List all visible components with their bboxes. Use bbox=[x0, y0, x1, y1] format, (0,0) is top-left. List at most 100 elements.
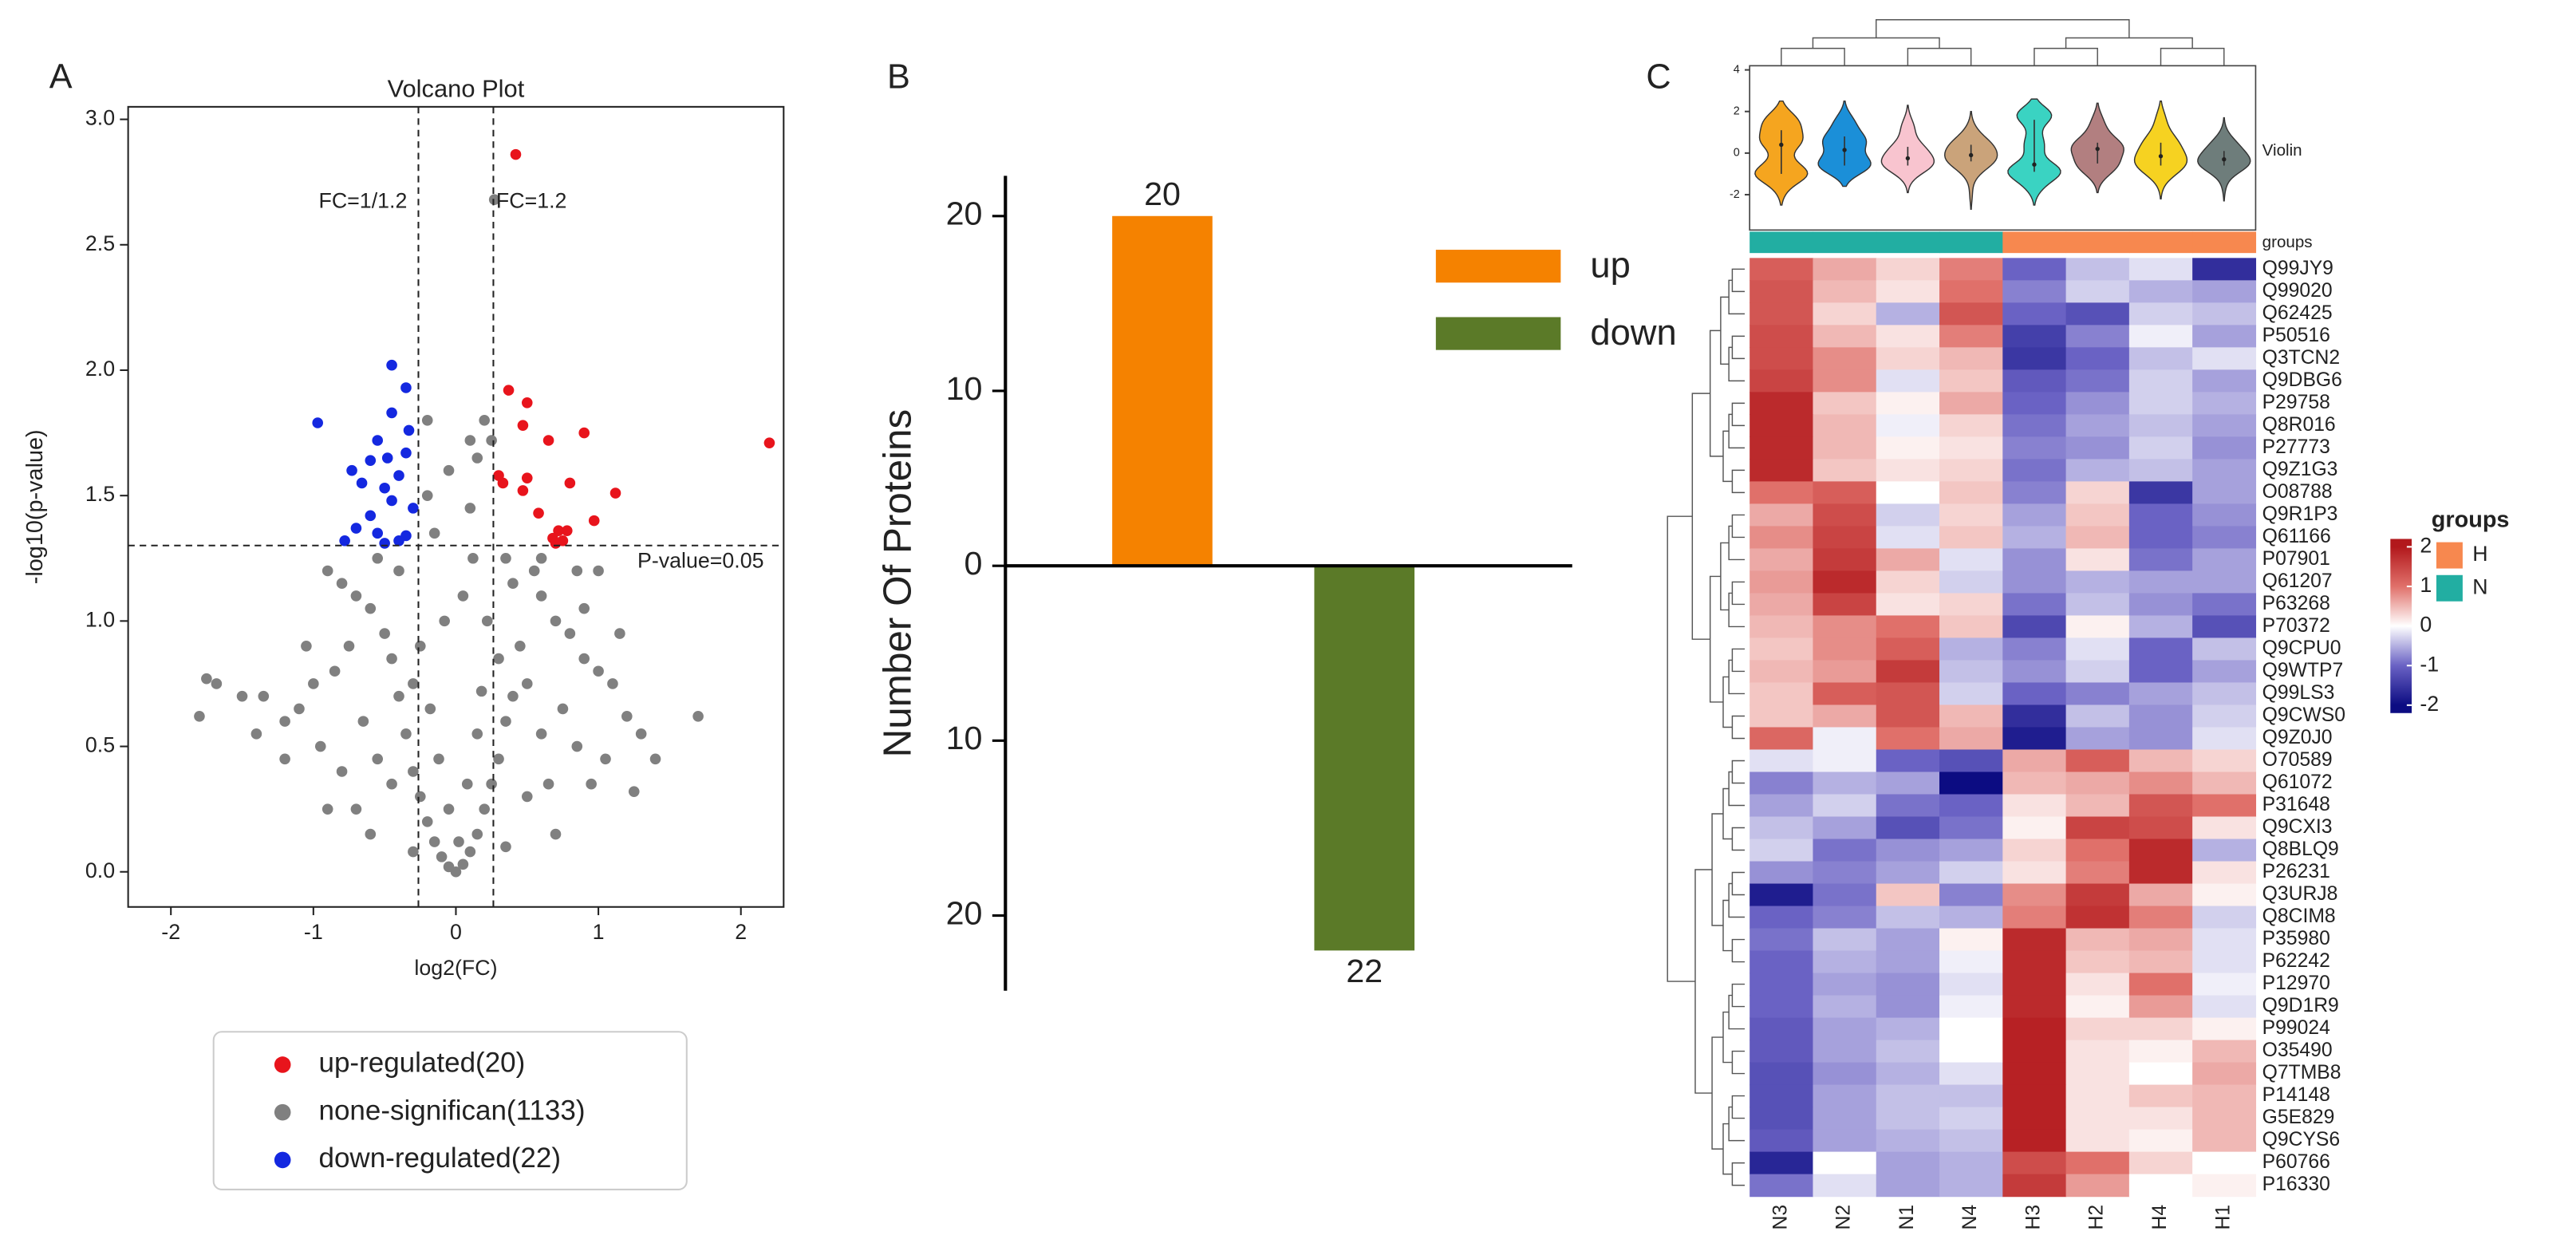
heatmap-cell bbox=[1939, 816, 2003, 840]
heatmap-cell bbox=[1876, 347, 1940, 370]
heatmap-cell bbox=[2065, 369, 2130, 393]
heatmap-cell bbox=[2128, 637, 2193, 661]
bar bbox=[1112, 215, 1213, 566]
heatmap-cell bbox=[2002, 503, 2067, 527]
scatter-point bbox=[421, 816, 433, 827]
legend-label: down-regulated(22) bbox=[319, 1142, 562, 1174]
scatter-point bbox=[339, 535, 350, 547]
heatmap-cell bbox=[2128, 593, 2193, 617]
scatter-point bbox=[356, 477, 368, 489]
row-dendrogram bbox=[1728, 659, 1745, 695]
group-annotation bbox=[1813, 231, 1877, 254]
heatmap-cell bbox=[2192, 615, 2257, 639]
row-label: O70589 bbox=[2262, 749, 2333, 771]
scatter-point bbox=[561, 525, 573, 536]
heatmap-cell bbox=[2002, 1084, 2067, 1108]
scatter-point bbox=[553, 525, 564, 536]
heatmap-cell bbox=[2192, 861, 2257, 885]
heatmap-cell bbox=[2128, 682, 2193, 706]
column-label: N1 bbox=[1896, 1205, 1918, 1230]
y-tick-label: 0 bbox=[965, 545, 983, 582]
scatter-point bbox=[211, 678, 223, 689]
heatmap-cell bbox=[2192, 1129, 2257, 1153]
scatter-point bbox=[493, 653, 504, 665]
scatter-point bbox=[301, 641, 312, 652]
y-tick-label: 2.0 bbox=[85, 357, 115, 381]
heatmap-cell bbox=[2192, 1017, 2257, 1041]
row-label: Q9D1R9 bbox=[2262, 995, 2339, 1016]
heatmap-cell bbox=[2128, 436, 2193, 460]
heatmap-cell bbox=[2002, 526, 2067, 550]
scatter-point bbox=[372, 527, 384, 539]
scatter-point bbox=[350, 803, 362, 815]
heatmap-cell bbox=[1813, 1174, 1877, 1198]
heatmap-cell bbox=[2192, 727, 2257, 751]
heatmap-cell bbox=[2065, 1107, 2130, 1131]
heatmap-cell bbox=[1750, 1040, 1814, 1064]
heatmap-cell bbox=[2002, 414, 2067, 438]
scatter-point bbox=[521, 791, 533, 803]
heatmap-cell bbox=[1813, 414, 1877, 438]
scatter-point bbox=[408, 678, 419, 689]
scatter-point bbox=[365, 455, 377, 466]
heatmap-cell bbox=[2128, 883, 2193, 907]
y-tick-label: 3.0 bbox=[85, 106, 115, 130]
heatmap-cell bbox=[1750, 995, 1814, 1019]
scatter-point bbox=[461, 778, 473, 790]
scatter-point bbox=[308, 678, 319, 689]
scatter-point bbox=[649, 753, 661, 765]
heatmap-cell bbox=[2065, 794, 2130, 818]
scatter-point bbox=[329, 665, 341, 677]
scatter-point bbox=[415, 791, 426, 803]
scatter-point bbox=[433, 753, 444, 765]
heatmap-cell bbox=[2128, 325, 2193, 348]
heatmap-cell bbox=[2002, 615, 2067, 639]
heatmap-cell bbox=[2128, 302, 2193, 326]
heatmap-cell bbox=[2065, 503, 2130, 527]
heatmap-cell bbox=[1813, 995, 1877, 1019]
y-tick-label: 1.0 bbox=[85, 607, 115, 631]
heatmap-cell bbox=[1876, 928, 1940, 952]
heatmap-cell bbox=[1876, 973, 1940, 996]
heatmap-cell bbox=[1876, 1017, 1940, 1041]
heatmap-cell bbox=[1876, 794, 1940, 818]
heatmap-cell bbox=[1750, 615, 1814, 639]
heatmap-cell bbox=[1813, 973, 1877, 996]
y-tick-label: 2.5 bbox=[85, 231, 115, 255]
violin-median bbox=[1905, 156, 1911, 161]
scatter-point bbox=[279, 753, 290, 765]
heatmap-cell bbox=[1750, 347, 1814, 370]
heatmap-cell bbox=[1750, 414, 1814, 438]
row-dendrogram bbox=[1731, 335, 1745, 360]
heatmap-cell bbox=[1750, 1084, 1814, 1108]
group-row-label: groups bbox=[2262, 233, 2313, 251]
scatter-point bbox=[635, 728, 647, 740]
scatter-point bbox=[521, 678, 533, 689]
scatter-point bbox=[550, 828, 562, 840]
heatmap-cell bbox=[2065, 861, 2130, 885]
heatmap-cell bbox=[1939, 615, 2003, 639]
row-dendrogram bbox=[1694, 869, 1713, 1094]
heatmap-cell bbox=[1750, 928, 1814, 952]
heatmap-cell bbox=[2128, 1084, 2193, 1108]
heatmap-cell bbox=[1876, 570, 1940, 594]
heatmap-cell bbox=[2065, 660, 2130, 684]
heatmap-cell bbox=[2128, 906, 2193, 929]
heatmap-cell bbox=[2192, 459, 2257, 483]
heatmap-cell bbox=[2128, 414, 2193, 438]
scatter-point bbox=[600, 753, 611, 765]
y-tick-label: 10 bbox=[946, 370, 983, 407]
heatmap-cell bbox=[1939, 347, 2003, 370]
scatter-point bbox=[386, 778, 397, 790]
row-dendrogram bbox=[1728, 279, 1745, 315]
heatmap-cell bbox=[2002, 682, 2067, 706]
column-dendrogram bbox=[1781, 47, 1845, 66]
scatter-point bbox=[507, 578, 519, 590]
heatmap-cell bbox=[1750, 973, 1814, 996]
scatter-point bbox=[393, 535, 404, 547]
heatmap-cell bbox=[1939, 1017, 2003, 1041]
heatmap-cell bbox=[2192, 1084, 2257, 1108]
heatmap-cell bbox=[1939, 1040, 2003, 1064]
row-dendrogram bbox=[1728, 994, 1745, 1030]
row-dendrogram bbox=[1731, 648, 1745, 673]
